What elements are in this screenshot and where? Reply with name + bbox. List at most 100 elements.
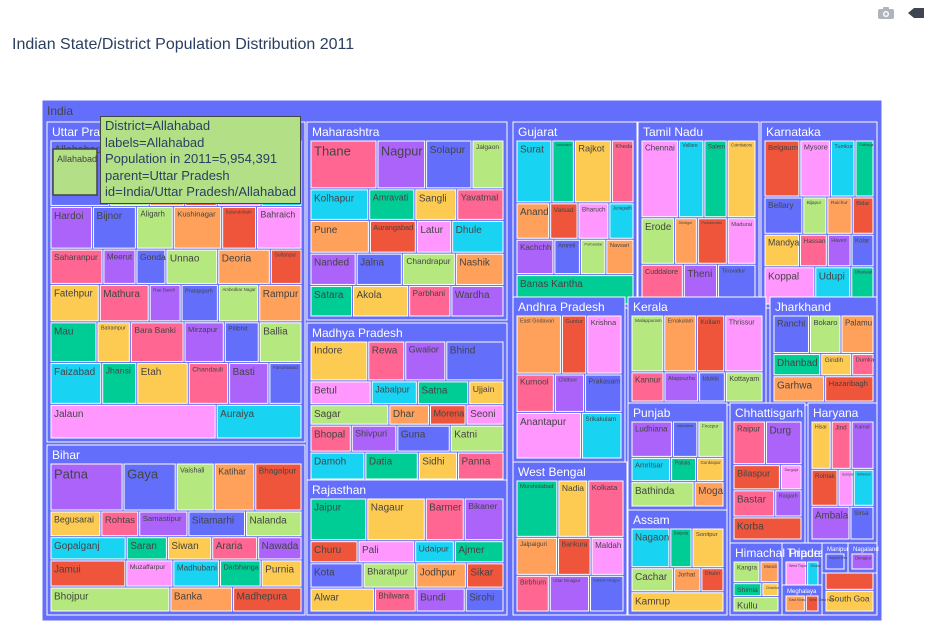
- district-mau[interactable]: Mau: [50, 322, 97, 363]
- district-uttar-dinajpur[interactable]: Uttar Dinajpur: [549, 575, 590, 612]
- district-tile[interactable]: [455, 253, 504, 285]
- district-rohtak[interactable]: Rohtak: [811, 469, 838, 506]
- district-west-garo-hills[interactable]: West Garo Hills: [805, 595, 834, 612]
- district-tile[interactable]: [176, 463, 214, 511]
- district-muzaffarpur[interactable]: Muzaffarpur: [126, 560, 173, 587]
- district-tile[interactable]: [585, 374, 622, 412]
- district-ajmer[interactable]: Ajmer: [454, 541, 504, 563]
- district-muzaffarnagar[interactable]: Muzaffarnagar: [261, 140, 302, 206]
- district-datia[interactable]: Datia: [365, 452, 418, 480]
- district-nawada[interactable]: Nawada: [258, 537, 302, 560]
- district-tile[interactable]: [851, 234, 874, 267]
- camera-icon[interactable]: [877, 6, 895, 20]
- district-bhagalpur[interactable]: Bhagalpur: [255, 463, 302, 511]
- district-anantapur[interactable]: Anantapur: [516, 412, 582, 459]
- district-dindigul[interactable]: Dindigul: [675, 218, 697, 264]
- district-tile[interactable]: [457, 452, 504, 480]
- district-purnia[interactable]: Purnia: [261, 560, 302, 587]
- district-kurnool[interactable]: Kurnool: [516, 374, 554, 412]
- district-dhubri[interactable]: Dhubri: [701, 568, 724, 592]
- district-meerut[interactable]: Meerut: [103, 249, 136, 284]
- district-shivpuri[interactable]: Shivpuri: [351, 425, 397, 452]
- district-tile[interactable]: [446, 341, 504, 381]
- district-nagaon[interactable]: Nagaon: [631, 528, 670, 568]
- district-tile[interactable]: [363, 563, 416, 588]
- district-kannur[interactable]: Kannur: [631, 372, 664, 402]
- district-kheda[interactable]: Kheda: [611, 140, 634, 203]
- district-tile[interactable]: [149, 284, 181, 322]
- state-himachal-pradesh[interactable]: Himachal Pradesh Kangra Mandi Shimla Chamba K…: [729, 542, 833, 616]
- district-tile[interactable]: [838, 469, 853, 506]
- district-jorhat[interactable]: Jorhat: [674, 568, 701, 592]
- district-tile[interactable]: [368, 341, 405, 381]
- district-samastipur[interactable]: Samastipur: [139, 511, 188, 537]
- district-tile[interactable]: [733, 465, 780, 490]
- district-tile[interactable]: [184, 322, 224, 363]
- district-east-godavari[interactable]: East Godavari: [516, 315, 561, 374]
- district-tile[interactable]: [415, 541, 454, 563]
- plotly-logo-icon[interactable]: [907, 6, 925, 20]
- district-tile[interactable]: [166, 249, 218, 284]
- district-tile[interactable]: [811, 469, 838, 506]
- district-coimbatore[interactable]: Coimbatore: [727, 140, 756, 218]
- state-tamil-nadu[interactable]: Tamil Nadu Chennai Vellore Salem Coimbatore E…: [637, 121, 760, 309]
- hovered-district-tile[interactable]: [52, 148, 98, 196]
- district-tile[interactable]: [454, 541, 504, 563]
- district-sonitpur[interactable]: Sonitpur: [692, 528, 724, 568]
- district-prakasam[interactable]: Prakasam: [585, 374, 622, 412]
- district-pudukkottai[interactable]: Pudukkottai: [697, 218, 727, 264]
- district-mysore[interactable]: Mysore: [800, 140, 830, 197]
- district-tile[interactable]: [181, 284, 218, 322]
- district-amravati[interactable]: Amravati: [369, 189, 415, 220]
- district-nanded[interactable]: Nanded: [310, 253, 356, 285]
- district-tile[interactable]: [466, 405, 504, 425]
- district-tile[interactable]: [261, 140, 302, 206]
- district-tile[interactable]: [588, 480, 624, 537]
- district-tile[interactable]: [255, 463, 302, 511]
- district-kolkata[interactable]: Kolkata: [588, 480, 624, 537]
- district-nashik[interactable]: Nashik: [455, 253, 504, 285]
- district-mirzapur[interactable]: Mirzapur: [184, 322, 224, 363]
- district-anand[interactable]: Anand: [516, 203, 550, 239]
- district-sultanpur[interactable]: Sultanpur: [270, 249, 302, 284]
- district-bhojpur[interactable]: Bhojpur: [50, 587, 170, 612]
- district-tile[interactable]: [389, 405, 429, 425]
- district-tile[interactable]: [218, 249, 270, 284]
- district-pratapgarh[interactable]: Pratapgarh: [181, 284, 218, 322]
- district-tile[interactable]: [631, 592, 724, 612]
- district-tile[interactable]: [582, 412, 622, 459]
- district-tile[interactable]: [762, 583, 779, 597]
- district-tile[interactable]: [780, 465, 802, 490]
- district-tile[interactable]: [310, 588, 374, 612]
- district-tile[interactable]: [855, 140, 874, 197]
- district-tile[interactable]: [310, 405, 389, 425]
- district-tile[interactable]: [457, 189, 504, 220]
- district-sirsa[interactable]: Sirsa: [850, 506, 874, 540]
- district-cachar[interactable]: Cachar: [631, 568, 674, 592]
- district-tile[interactable]: [450, 425, 504, 452]
- district-tile[interactable]: [727, 140, 756, 218]
- district-tile[interactable]: [356, 253, 402, 285]
- district-tile[interactable]: [97, 322, 130, 363]
- district-imphal-west[interactable]: Imphal West: [825, 553, 848, 570]
- district-tile[interactable]: [701, 568, 724, 592]
- district-tile[interactable]: [811, 506, 850, 540]
- district-tile[interactable]: [212, 537, 258, 560]
- district-tile[interactable]: [310, 381, 371, 405]
- district-tile[interactable]: [310, 341, 368, 381]
- state-west-bengal[interactable]: West Bengal Murshidabad Nadia Kolkata Jalpai…: [512, 461, 628, 616]
- district-tile[interactable]: [516, 374, 554, 412]
- district-tile[interactable]: [170, 587, 233, 612]
- district-jaipur[interactable]: Jaipur: [310, 498, 367, 541]
- district-begusarai[interactable]: Begusarai: [50, 511, 101, 537]
- district-thane[interactable]: Thane: [310, 140, 377, 189]
- district-tile[interactable]: [773, 315, 809, 354]
- district-tile[interactable]: [214, 463, 255, 511]
- state-nagaland[interactable]: Nagaland Dimapur: [847, 542, 879, 574]
- district-damoh[interactable]: Damoh: [310, 452, 365, 480]
- district-tile[interactable]: [631, 315, 664, 372]
- district-saharanpur[interactable]: Saharanpur: [50, 249, 103, 284]
- district-tile[interactable]: [672, 421, 698, 457]
- district-bhopal[interactable]: Bhopal: [310, 425, 351, 452]
- district-bhind[interactable]: Bhind: [446, 341, 504, 381]
